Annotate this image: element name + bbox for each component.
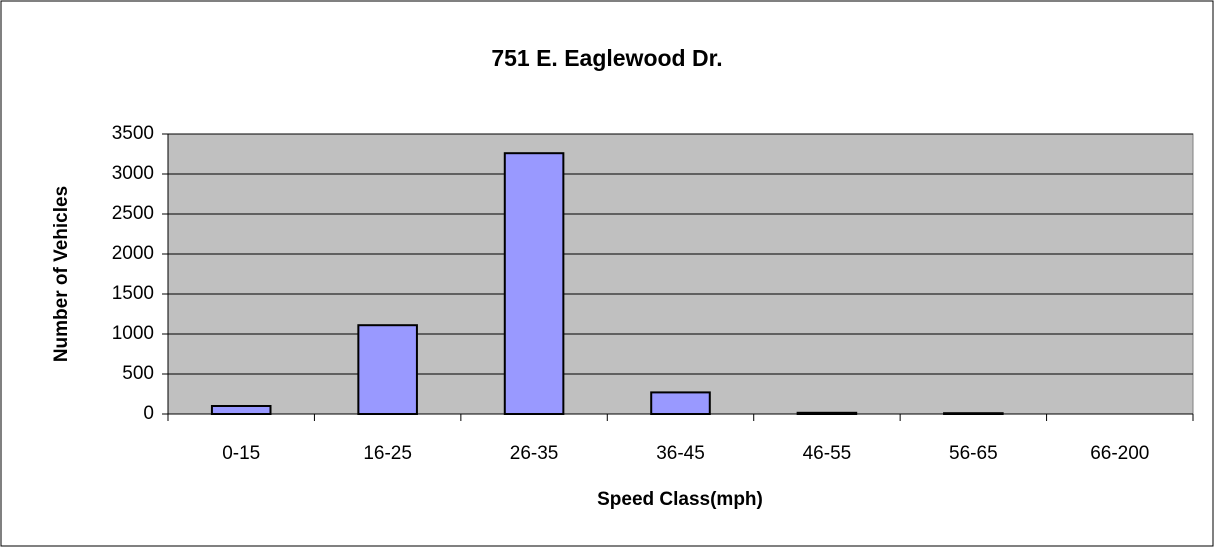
y-tick-label: 3000 xyxy=(112,163,154,184)
bar xyxy=(210,405,272,415)
bar xyxy=(943,412,1004,416)
y-tick-label: 500 xyxy=(122,363,154,384)
plot-area xyxy=(167,133,1194,415)
x-tick-label: 0-15 xyxy=(222,443,260,464)
bar xyxy=(503,152,565,415)
bar xyxy=(357,324,418,416)
y-tick-label: 0 xyxy=(143,403,154,424)
x-tick-label: 26-35 xyxy=(510,443,559,464)
x-tick-label: 66-200 xyxy=(1090,443,1149,464)
y-tick-label: 1500 xyxy=(112,283,154,304)
y-axis-label: Number of Vehicles xyxy=(51,186,72,362)
x-tick-label: 16-25 xyxy=(363,443,412,464)
x-tick-label: 36-45 xyxy=(656,443,705,464)
bar xyxy=(650,391,711,415)
chart-title: 751 E. Eaglewood Dr. xyxy=(491,45,722,71)
x-tick-label: 46-55 xyxy=(803,443,852,464)
y-tick-label: 2500 xyxy=(112,203,154,224)
y-tick-label: 3500 xyxy=(112,123,154,144)
x-axis-label: Speed Class(mph) xyxy=(597,489,763,510)
y-tick-label: 2000 xyxy=(112,243,154,264)
x-tick-label: 56-65 xyxy=(949,443,998,464)
y-tick-label: 1000 xyxy=(112,323,154,344)
bar xyxy=(796,411,858,415)
